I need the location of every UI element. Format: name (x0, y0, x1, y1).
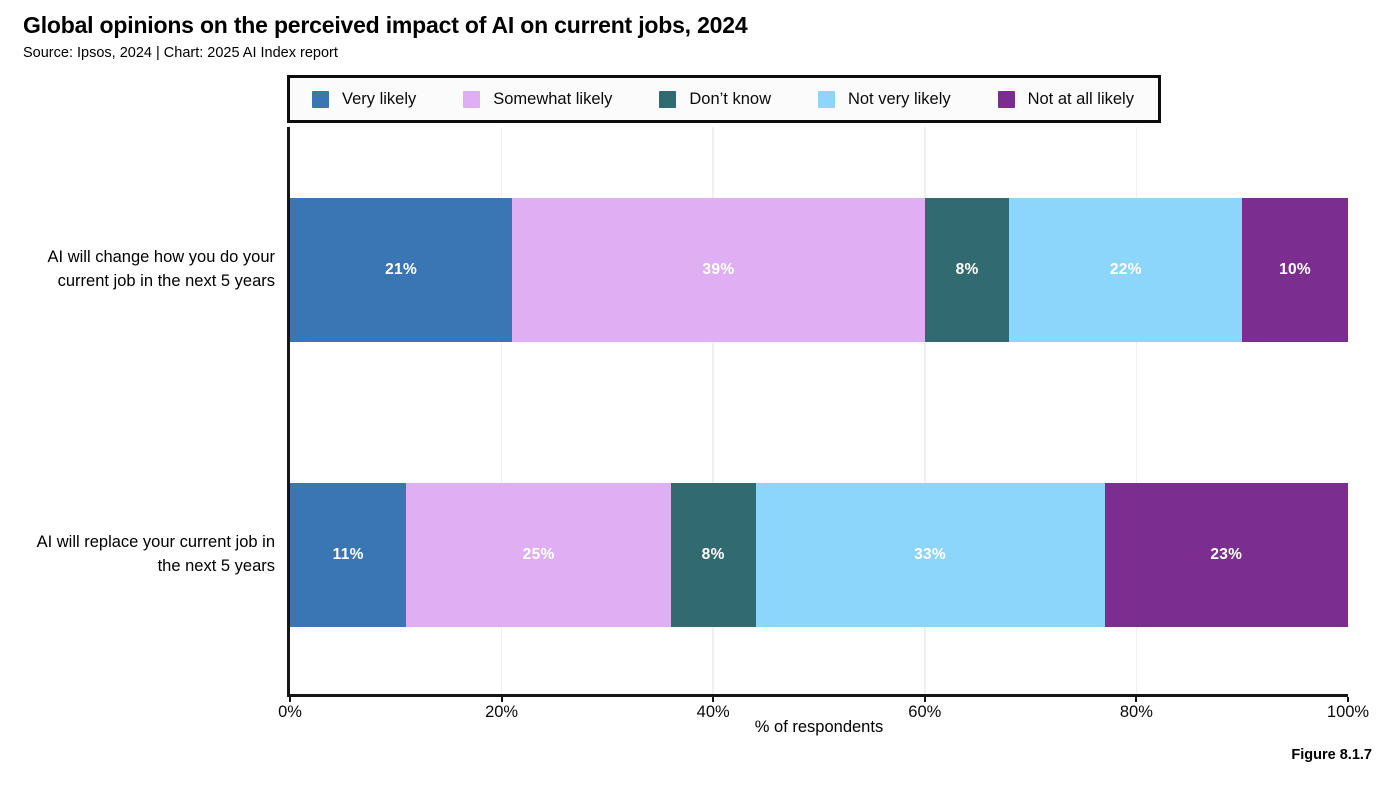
bar-segment: 33% (755, 483, 1105, 627)
legend-swatch-icon (463, 90, 481, 108)
legend-item: Somewhat likely (463, 90, 612, 109)
legend: Very likely Somewhat likely Don’t know Not … (287, 75, 1161, 123)
stacked-bar: 21% 39% 8% 22% 10% (290, 198, 1348, 342)
x-axis-tick-label: 100% (1326, 703, 1370, 721)
axis-tick (289, 697, 291, 702)
gridline (924, 127, 926, 694)
legend-swatch-icon (817, 90, 835, 108)
bar-value-label: 33% (914, 546, 947, 563)
legend-label: Very likely (342, 89, 417, 108)
legend-label: Not at all likely (1027, 89, 1134, 108)
bar-value-label: 25% (522, 546, 555, 563)
legend-label: Somewhat likely (493, 89, 613, 108)
x-axis-title: % of respondents (754, 718, 884, 736)
bar-segment: 8% (670, 483, 756, 627)
bar-value-label: 39% (702, 261, 735, 278)
plot-area: 21% 39% 8% 22% 10% 11% 25% 8% 33% 23% (287, 127, 1349, 702)
axis-tick (712, 697, 715, 702)
chart-subtitle: Source: Ipsos, 2024 | Chart: 2025 AI Ind… (23, 45, 338, 61)
legend-label: Don’t know (689, 89, 771, 108)
x-axis-tick-label: 80% (1119, 703, 1153, 721)
bar-value-label: 8% (955, 261, 979, 278)
bar-segment: 11% (290, 483, 407, 627)
stacked-bar: 11% 25% 8% 33% 23% (290, 483, 1348, 627)
x-axis-tick-label: 40% (696, 703, 730, 721)
x-axis-tick-label: 60% (908, 703, 942, 721)
bar-value-label: 23% (1210, 546, 1243, 563)
bar-value-label: 8% (701, 546, 725, 563)
legend-swatch-icon (312, 90, 329, 108)
legend-label: Not very likely (847, 89, 951, 108)
bar-segment: 21% (290, 198, 513, 342)
bar-value-label: 21% (385, 261, 418, 278)
legend-item: Don’t know (659, 90, 771, 109)
gridline (1135, 127, 1138, 694)
bar-value-label: 11% (332, 546, 364, 563)
legend-item: Not very likely (817, 89, 951, 109)
legend-item: Very likely (312, 90, 416, 109)
axis-tick (923, 697, 926, 702)
bar-value-label: 22% (1109, 261, 1142, 278)
legend-swatch-icon (659, 90, 677, 108)
axis-tick (500, 697, 503, 702)
axis-tick (1135, 697, 1138, 702)
chart-title: Global opinions on the perceived impact … (23, 12, 748, 38)
x-axis-tick-label: 20% (485, 703, 519, 721)
legend-item: Not at all likely (997, 89, 1134, 109)
bar-segment: 8% (924, 198, 1010, 342)
axis-tick (1347, 697, 1349, 702)
bar-segment: 39% (512, 198, 925, 342)
bar-segment: 23% (1104, 483, 1348, 627)
gridline (500, 127, 503, 694)
category-label: AI will change how you do your current j… (47, 248, 275, 290)
x-axis-tick-labels: 0% 20% 40% 60% 80% 100% (278, 703, 1369, 725)
bar-value-label: 10% (1279, 261, 1312, 278)
legend-swatch-icon (997, 90, 1015, 108)
bar-segment: 22% (1009, 198, 1243, 342)
bar-segment: 25% (406, 483, 671, 627)
category-axis-labels: AI will change how you do your current j… (0, 127, 283, 697)
figure-number-label: Figure 8.1.7 (1291, 747, 1372, 763)
bar-segment: 10% (1242, 198, 1348, 342)
gridline (712, 127, 714, 694)
x-axis-tick-label: 0% (278, 703, 302, 721)
category-label: AI will replace your current job in the … (36, 533, 275, 575)
